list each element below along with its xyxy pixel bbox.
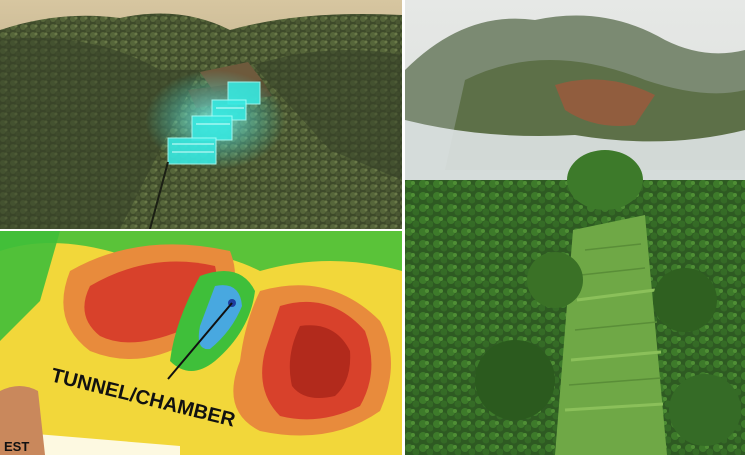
subsurface-scan-map-image: TUNNEL/CHAMBER EST — [0, 231, 402, 455]
terraced-hill-aerial-image — [405, 0, 745, 455]
tall-tree — [567, 150, 643, 210]
mountain-3d-render-panel — [0, 0, 402, 229]
mist — [405, 120, 745, 185]
finger — [0, 386, 45, 455]
subsurface-scan-map-panel: TUNNEL/CHAMBER EST — [0, 231, 402, 455]
bare-slope — [555, 79, 655, 126]
pointer-line — [167, 302, 233, 380]
terraced-hill-aerial-panel — [405, 0, 745, 455]
est-label: EST — [4, 439, 29, 454]
mountain-3d-render-image — [0, 0, 402, 229]
cyan-structure-icon — [167, 81, 261, 165]
